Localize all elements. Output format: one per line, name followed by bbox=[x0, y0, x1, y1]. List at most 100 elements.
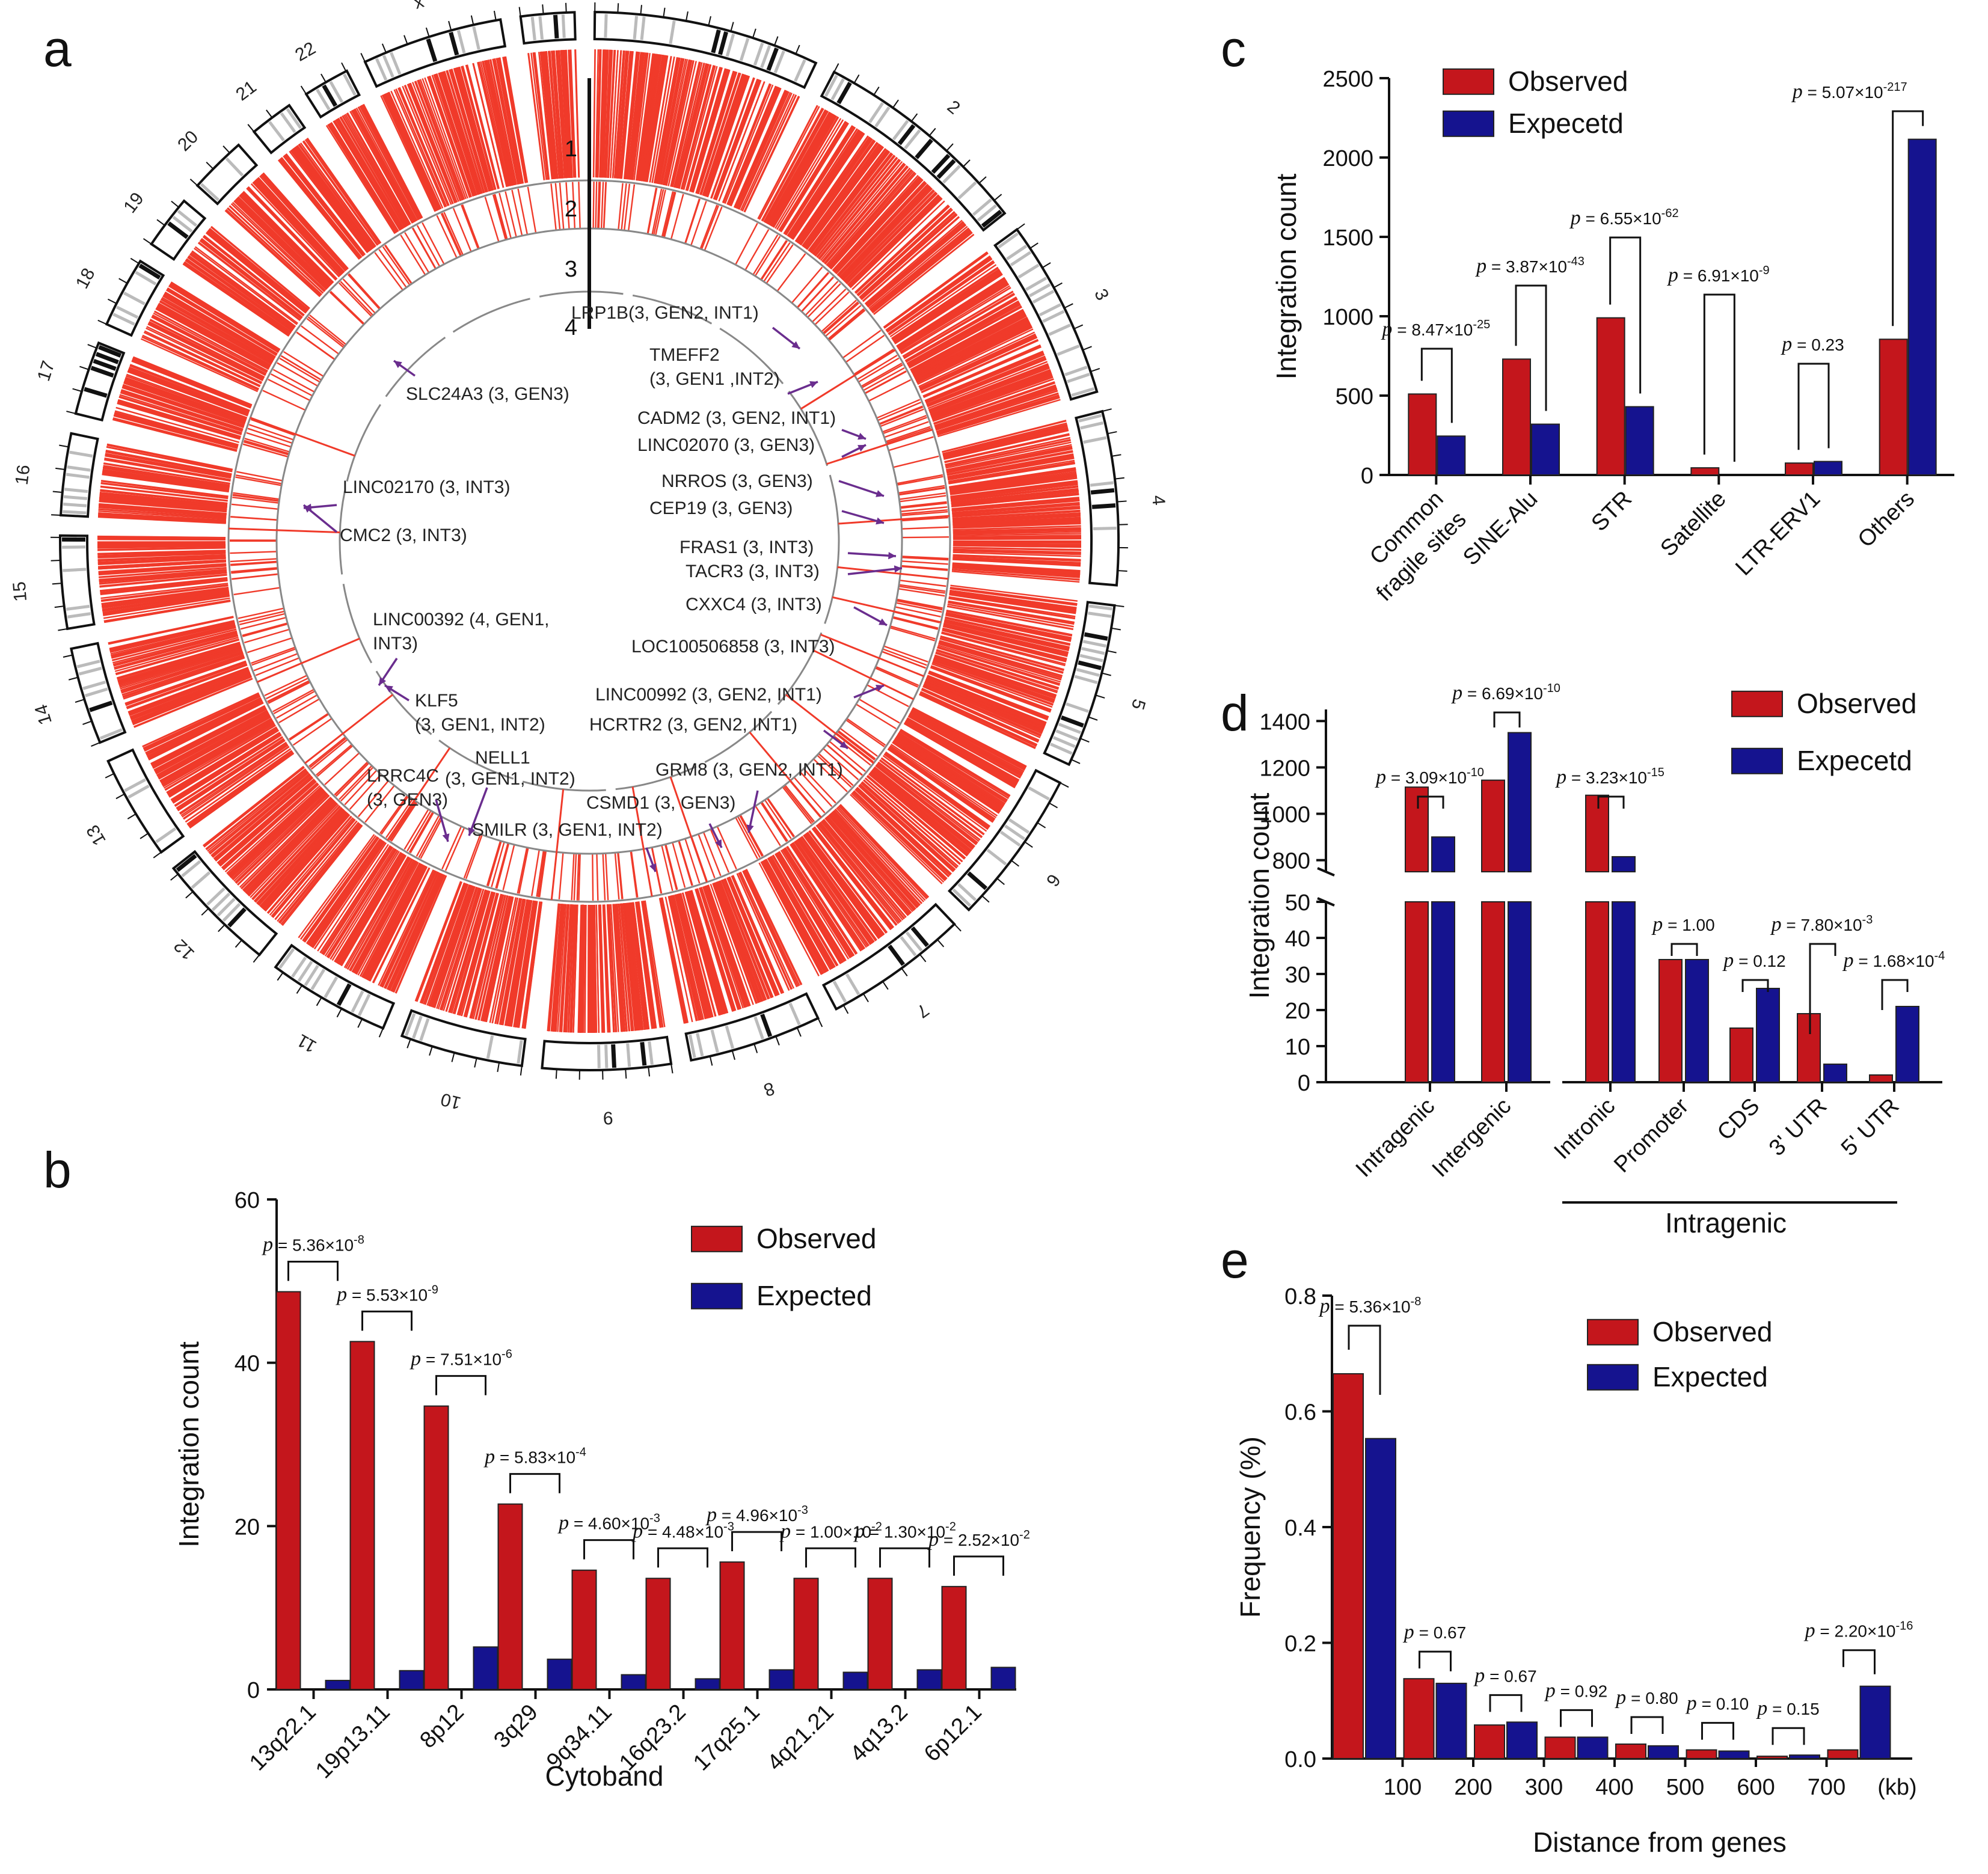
cytoband bbox=[297, 960, 313, 982]
integration-line bbox=[613, 50, 625, 179]
integration-line bbox=[735, 222, 758, 265]
integration-line bbox=[898, 486, 945, 495]
integration-line bbox=[857, 209, 953, 297]
integration-line bbox=[909, 712, 1023, 774]
integration-line bbox=[919, 692, 1037, 747]
integration-line bbox=[118, 647, 242, 687]
integration-line bbox=[905, 720, 1018, 785]
bar-expected-lower bbox=[1508, 901, 1532, 1083]
integration-line bbox=[929, 366, 1050, 414]
integration-line bbox=[132, 676, 252, 725]
integration-line bbox=[951, 490, 1079, 505]
integration-line bbox=[560, 904, 570, 1032]
integration-line bbox=[921, 689, 1039, 743]
integration-line bbox=[950, 587, 1078, 606]
integration-line bbox=[710, 828, 730, 873]
integration-line bbox=[609, 904, 618, 1032]
integration-line bbox=[772, 116, 839, 228]
bar-expected bbox=[547, 1658, 572, 1691]
integration-line bbox=[422, 222, 445, 265]
cytoband bbox=[1067, 373, 1090, 384]
legend-e-swatch-0 bbox=[1587, 1318, 1639, 1346]
integration-line bbox=[109, 620, 235, 650]
integration-line bbox=[347, 857, 411, 970]
gene-label: FRAS1 (3, INT3) bbox=[680, 537, 814, 557]
integration-line bbox=[384, 871, 439, 989]
integration-line bbox=[791, 132, 864, 239]
integration-line bbox=[242, 191, 334, 283]
cytoband bbox=[1088, 611, 1112, 618]
integration-line bbox=[833, 735, 871, 766]
integration-line bbox=[98, 559, 226, 568]
x-tick-label: 300 bbox=[1525, 1775, 1563, 1800]
integration-line bbox=[933, 381, 1055, 424]
integration-line bbox=[769, 113, 834, 226]
integration-line bbox=[837, 806, 926, 901]
integration-line bbox=[164, 293, 275, 359]
integration-line bbox=[126, 373, 248, 419]
bar-observed bbox=[1879, 338, 1908, 476]
bar-expected-lower bbox=[1612, 901, 1636, 1083]
integration-line bbox=[952, 566, 1080, 577]
y-tick-label: 40 bbox=[1285, 926, 1310, 952]
integration-line bbox=[910, 310, 1025, 372]
integration-line bbox=[355, 107, 418, 221]
cytoband bbox=[268, 121, 285, 142]
integration-line bbox=[755, 805, 781, 847]
integration-line bbox=[915, 324, 1032, 382]
integration-line bbox=[121, 652, 244, 693]
integration-line bbox=[106, 444, 233, 471]
integration-line bbox=[420, 816, 444, 859]
integration-line bbox=[889, 745, 997, 818]
integration-line bbox=[97, 536, 226, 539]
scale-tick bbox=[171, 200, 179, 208]
integration-line bbox=[114, 411, 239, 447]
integration-line bbox=[738, 93, 793, 210]
integration-line bbox=[925, 678, 1045, 729]
p-value-label: p = 0.80 bbox=[1615, 1686, 1678, 1709]
integration-line bbox=[384, 245, 413, 284]
integration-line bbox=[821, 820, 905, 920]
integration-line bbox=[724, 878, 774, 998]
integration-line bbox=[102, 470, 230, 490]
y-tick-label: 60 bbox=[235, 1188, 260, 1213]
bar-observed bbox=[1333, 1373, 1364, 1759]
scale-tick bbox=[1053, 282, 1063, 289]
integration-line bbox=[941, 631, 1066, 665]
integration-line bbox=[194, 247, 298, 325]
integration-line bbox=[817, 755, 852, 788]
integration-line bbox=[123, 657, 245, 700]
scale-tick bbox=[1095, 694, 1105, 699]
integration-line bbox=[838, 805, 927, 900]
integration-line bbox=[723, 878, 772, 999]
integration-line bbox=[851, 200, 945, 290]
integration-line bbox=[233, 200, 328, 290]
integration-line bbox=[349, 111, 414, 224]
integration-line bbox=[723, 878, 773, 998]
integration-line bbox=[209, 228, 309, 311]
integration-line bbox=[443, 888, 482, 1011]
integration-line bbox=[234, 199, 328, 290]
integration-line bbox=[645, 55, 667, 182]
integration-line bbox=[673, 895, 704, 1020]
integration-line bbox=[328, 123, 398, 233]
integration-line bbox=[275, 694, 318, 719]
integration-line bbox=[133, 678, 253, 727]
chromosome-label-9: 9 bbox=[603, 1107, 613, 1128]
cytoband bbox=[84, 687, 108, 697]
integration-line bbox=[345, 857, 410, 969]
cytoband bbox=[711, 29, 721, 54]
gene-arrow bbox=[838, 480, 885, 497]
cytoband bbox=[486, 1035, 494, 1059]
integration-line bbox=[816, 156, 898, 258]
integration-line bbox=[105, 450, 232, 475]
gene-label: (3, GEN1, INT2) bbox=[445, 769, 575, 789]
integration-line bbox=[572, 182, 576, 229]
integration-line bbox=[153, 710, 268, 771]
integration-line bbox=[735, 816, 758, 860]
integration-line bbox=[514, 900, 535, 1027]
integration-line bbox=[853, 791, 947, 880]
integration-line bbox=[661, 845, 673, 892]
integration-line bbox=[893, 271, 1002, 343]
gene-label: LINC00992 (3, GEN2, INT1) bbox=[595, 685, 822, 705]
